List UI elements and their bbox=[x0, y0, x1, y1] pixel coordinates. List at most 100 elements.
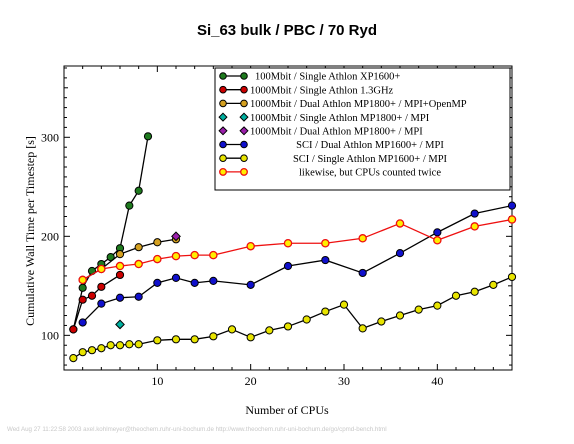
legend-marker bbox=[240, 99, 248, 108]
data-point bbox=[78, 275, 87, 285]
legend-entry: 1000Mbit / Single Athlon MP1800+ / MPI bbox=[218, 112, 430, 124]
legend-label: 1000Mbit / Dual Athlon MP1800+ / MPI+Ope… bbox=[250, 99, 467, 110]
legend-marker bbox=[240, 140, 248, 149]
legend-entry: likewise, but CPUs counted twice bbox=[219, 167, 441, 179]
data-point bbox=[470, 287, 479, 296]
data-point bbox=[115, 319, 125, 330]
x-tick-label: 30 bbox=[338, 374, 350, 388]
legend-label: 100Mbit / Single Athlon XP1600+ bbox=[255, 72, 400, 83]
x-tick-label: 40 bbox=[431, 374, 443, 388]
legend-marker bbox=[219, 140, 227, 149]
data-point bbox=[246, 241, 255, 251]
legend-entry: SCI / Single Athlon MP1600+ / MPI bbox=[219, 154, 448, 165]
data-point bbox=[78, 295, 87, 304]
data-point bbox=[125, 201, 134, 210]
chart-title: Si_63 bulk / PBC / 70 Ryd bbox=[197, 22, 377, 39]
data-point bbox=[377, 317, 386, 326]
data-point bbox=[507, 272, 517, 282]
legend-marker bbox=[219, 154, 227, 162]
footer-text: Wed Aug 27 11:22:58 2003 axel.kohlmeyer@… bbox=[7, 426, 387, 433]
legend-entry: 1000Mbit / Dual Athlon MP1800+ / MPI bbox=[218, 126, 423, 138]
data-point bbox=[171, 335, 181, 344]
data-point bbox=[321, 239, 330, 248]
data-point bbox=[97, 344, 106, 353]
data-point bbox=[106, 253, 115, 262]
data-point bbox=[97, 299, 106, 308]
series-3 bbox=[115, 319, 125, 330]
data-point bbox=[115, 341, 125, 350]
data-point bbox=[78, 283, 87, 292]
data-point bbox=[97, 282, 106, 291]
data-point bbox=[470, 209, 479, 218]
legend-label: SCI / Dual Athlon MP1600+ / MPI bbox=[296, 140, 444, 151]
data-point bbox=[153, 254, 162, 264]
data-point bbox=[115, 270, 125, 280]
series-4 bbox=[171, 231, 181, 242]
data-point bbox=[209, 276, 218, 285]
series-7 bbox=[78, 215, 517, 285]
legend-marker bbox=[240, 85, 248, 94]
legend-label: 1000Mbit / Single Athlon 1.3GHz bbox=[250, 85, 394, 96]
data-point bbox=[227, 325, 237, 334]
data-point bbox=[115, 261, 125, 271]
data-point bbox=[246, 280, 255, 289]
data-point bbox=[246, 333, 255, 342]
legend-marker bbox=[219, 99, 227, 108]
data-point bbox=[470, 222, 479, 231]
legend-marker bbox=[219, 72, 227, 80]
data-point bbox=[395, 311, 405, 320]
data-point bbox=[115, 293, 125, 302]
data-point bbox=[153, 278, 162, 287]
data-point bbox=[209, 250, 218, 260]
legend-label: 1000Mbit / Dual Athlon MP1800+ / MPI bbox=[250, 127, 423, 138]
series-line bbox=[82, 238, 177, 281]
data-point bbox=[190, 335, 199, 344]
data-point bbox=[134, 186, 143, 195]
data-point bbox=[283, 239, 293, 248]
series-2 bbox=[78, 235, 181, 284]
data-point bbox=[106, 341, 115, 350]
data-point bbox=[489, 280, 498, 289]
legend-label: 1000Mbit / Single Athlon MP1800+ / MPI bbox=[250, 113, 430, 124]
data-point bbox=[321, 307, 330, 316]
data-point bbox=[433, 301, 442, 310]
y-tick-label: 100 bbox=[41, 328, 59, 342]
data-point bbox=[134, 243, 143, 252]
data-point bbox=[190, 250, 199, 260]
data-point bbox=[171, 251, 181, 261]
x-tick-label: 10 bbox=[151, 374, 163, 388]
data-point bbox=[507, 201, 517, 210]
legend-marker bbox=[240, 167, 248, 176]
legend-marker bbox=[240, 154, 248, 162]
legend-entry: 1000Mbit / Single Athlon 1.3GHz bbox=[219, 85, 394, 96]
data-point bbox=[153, 336, 162, 345]
data-point bbox=[265, 326, 274, 335]
legend-box bbox=[214, 67, 511, 191]
x-axis-label: Number of CPUs bbox=[245, 403, 329, 417]
y-tick-label: 200 bbox=[41, 229, 59, 243]
legend-marker bbox=[239, 112, 249, 122]
data-point bbox=[171, 273, 181, 283]
data-point bbox=[134, 292, 143, 301]
legend-marker bbox=[240, 72, 248, 80]
data-point bbox=[69, 325, 78, 334]
data-point bbox=[97, 264, 106, 274]
y-tick-label: 300 bbox=[41, 130, 59, 144]
data-point bbox=[134, 340, 143, 349]
data-point bbox=[143, 132, 153, 141]
legend-entry: 1000Mbit / Dual Athlon MP1800+ / MPI+Ope… bbox=[219, 99, 467, 110]
data-point bbox=[414, 305, 423, 314]
series-line bbox=[82, 218, 513, 281]
data-point bbox=[125, 340, 134, 349]
legend: 100Mbit / Single Athlon XP1600+ 1000Mbit … bbox=[214, 67, 511, 191]
data-point bbox=[358, 234, 367, 243]
legend-marker bbox=[219, 167, 227, 176]
x-tick-label: 20 bbox=[245, 374, 257, 388]
legend-marker bbox=[218, 112, 228, 122]
series-6 bbox=[69, 272, 517, 363]
data-point bbox=[115, 250, 125, 259]
data-point bbox=[78, 318, 87, 327]
series-layer bbox=[69, 132, 517, 363]
